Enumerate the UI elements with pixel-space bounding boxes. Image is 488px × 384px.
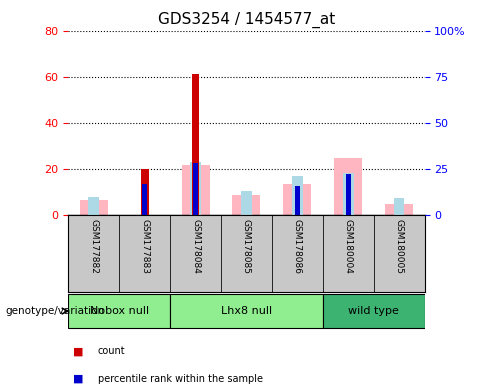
Text: Nobox null: Nobox null — [90, 306, 149, 316]
Bar — [80, 200, 108, 215]
Text: GSM177882: GSM177882 — [89, 219, 98, 274]
Text: ■: ■ — [73, 346, 84, 356]
Text: percentile rank within the sample: percentile rank within the sample — [98, 374, 263, 384]
Title: GDS3254 / 1454577_at: GDS3254 / 1454577_at — [158, 12, 335, 28]
Bar — [334, 158, 362, 215]
Text: GSM177883: GSM177883 — [140, 219, 149, 274]
Text: genotype/variation: genotype/variation — [5, 306, 104, 316]
Bar — [119, 215, 170, 292]
Text: GSM180005: GSM180005 — [395, 219, 404, 274]
Text: GSM178084: GSM178084 — [191, 219, 200, 274]
Text: count: count — [98, 346, 125, 356]
Bar — [241, 191, 252, 215]
Text: ■: ■ — [73, 374, 84, 384]
Bar — [193, 164, 198, 215]
Bar — [346, 174, 351, 215]
Bar — [192, 74, 200, 215]
Text: GSM178086: GSM178086 — [293, 219, 302, 274]
Bar — [68, 215, 119, 292]
Bar — [385, 204, 413, 215]
Bar — [88, 197, 99, 215]
Bar — [295, 185, 300, 215]
Bar — [190, 162, 201, 215]
Text: GSM178085: GSM178085 — [242, 219, 251, 274]
Bar — [68, 294, 170, 328]
Text: GSM180004: GSM180004 — [344, 219, 353, 274]
Bar — [323, 294, 425, 328]
Bar — [232, 195, 261, 215]
Bar — [323, 215, 374, 292]
Bar — [170, 294, 323, 328]
Bar — [292, 176, 303, 215]
Text: wild type: wild type — [348, 306, 399, 316]
Bar — [182, 165, 209, 215]
Bar — [394, 199, 405, 215]
Bar — [284, 184, 311, 215]
Text: Lhx8 null: Lhx8 null — [221, 306, 272, 316]
Bar — [142, 184, 147, 215]
Bar — [374, 215, 425, 292]
Bar — [221, 215, 272, 292]
Bar — [343, 173, 353, 215]
Bar — [141, 169, 148, 215]
Bar — [170, 215, 221, 292]
Bar — [272, 215, 323, 292]
